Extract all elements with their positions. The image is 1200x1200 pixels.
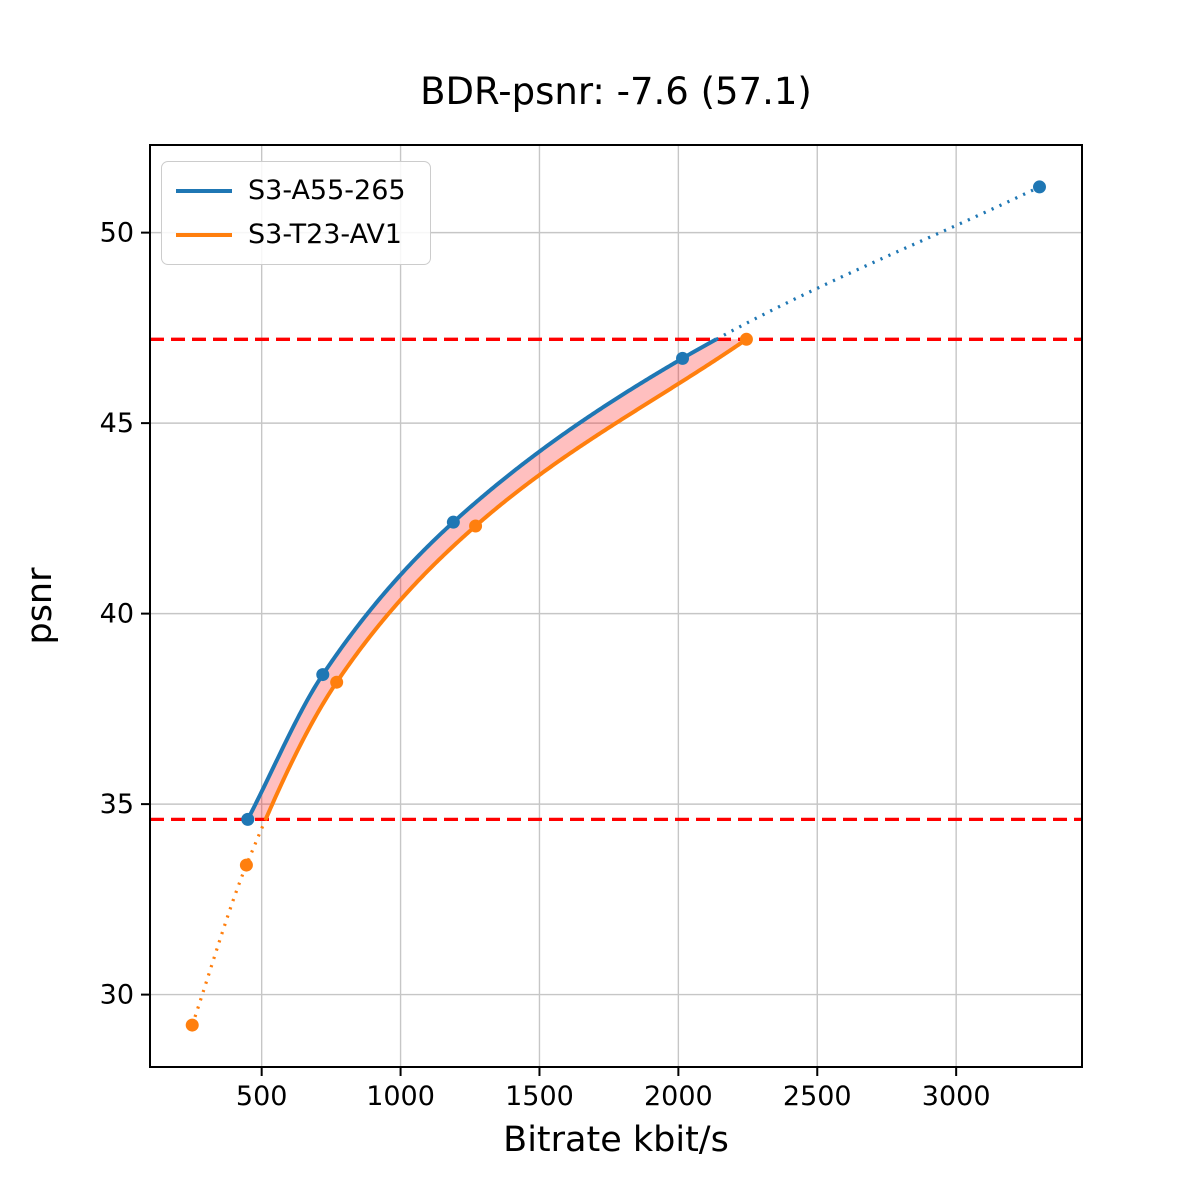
x-tick-label: 1500 xyxy=(505,1081,574,1112)
data-point-marker xyxy=(330,675,344,689)
data-point-marker xyxy=(241,812,255,826)
y-tick-label: 50 xyxy=(100,218,134,249)
data-point-marker xyxy=(185,1018,199,1032)
data-point-marker xyxy=(469,519,483,533)
y-tick-label: 45 xyxy=(100,408,134,439)
x-axis-label: Bitrate kbit/s xyxy=(503,1120,729,1160)
data-point-marker xyxy=(446,515,460,529)
legend-line-swatch xyxy=(176,188,232,193)
legend-item: S3-A55-265 xyxy=(176,174,406,208)
data-point-marker xyxy=(739,332,753,346)
legend-item: S3-T23-AV1 xyxy=(176,218,406,252)
x-tick-label: 1000 xyxy=(366,1081,435,1112)
chart-title: BDR-psnr: -7.6 (57.1) xyxy=(420,70,812,113)
x-tick-label: 3000 xyxy=(922,1081,991,1112)
y-axis-label: psnr xyxy=(20,567,60,645)
curve-s3-t23-av1-solid xyxy=(263,337,748,821)
legend-label: S3-A55-265 xyxy=(248,175,406,206)
x-tick-label: 500 xyxy=(236,1081,288,1112)
y-tick-label: 30 xyxy=(100,980,134,1011)
x-tick-label: 2500 xyxy=(783,1081,852,1112)
legend-line-swatch xyxy=(176,232,232,237)
bd-overlap-region xyxy=(247,339,747,820)
legend-label: S3-T23-AV1 xyxy=(248,218,402,250)
data-point-marker xyxy=(676,351,690,365)
x-tick-label: 2000 xyxy=(644,1081,713,1112)
legend: S3-A55-265 S3-T23-AV1 xyxy=(161,161,431,265)
data-point-marker xyxy=(239,858,253,872)
axes-spines xyxy=(149,144,1083,1068)
y-tick-label: 40 xyxy=(100,599,134,630)
data-point-marker xyxy=(316,668,330,682)
curve-s3-a55-265-dotted xyxy=(715,185,1041,341)
data-point-marker xyxy=(1032,180,1046,194)
y-tick-label: 35 xyxy=(100,789,134,820)
curve-s3-a55-265-solid xyxy=(246,337,718,821)
